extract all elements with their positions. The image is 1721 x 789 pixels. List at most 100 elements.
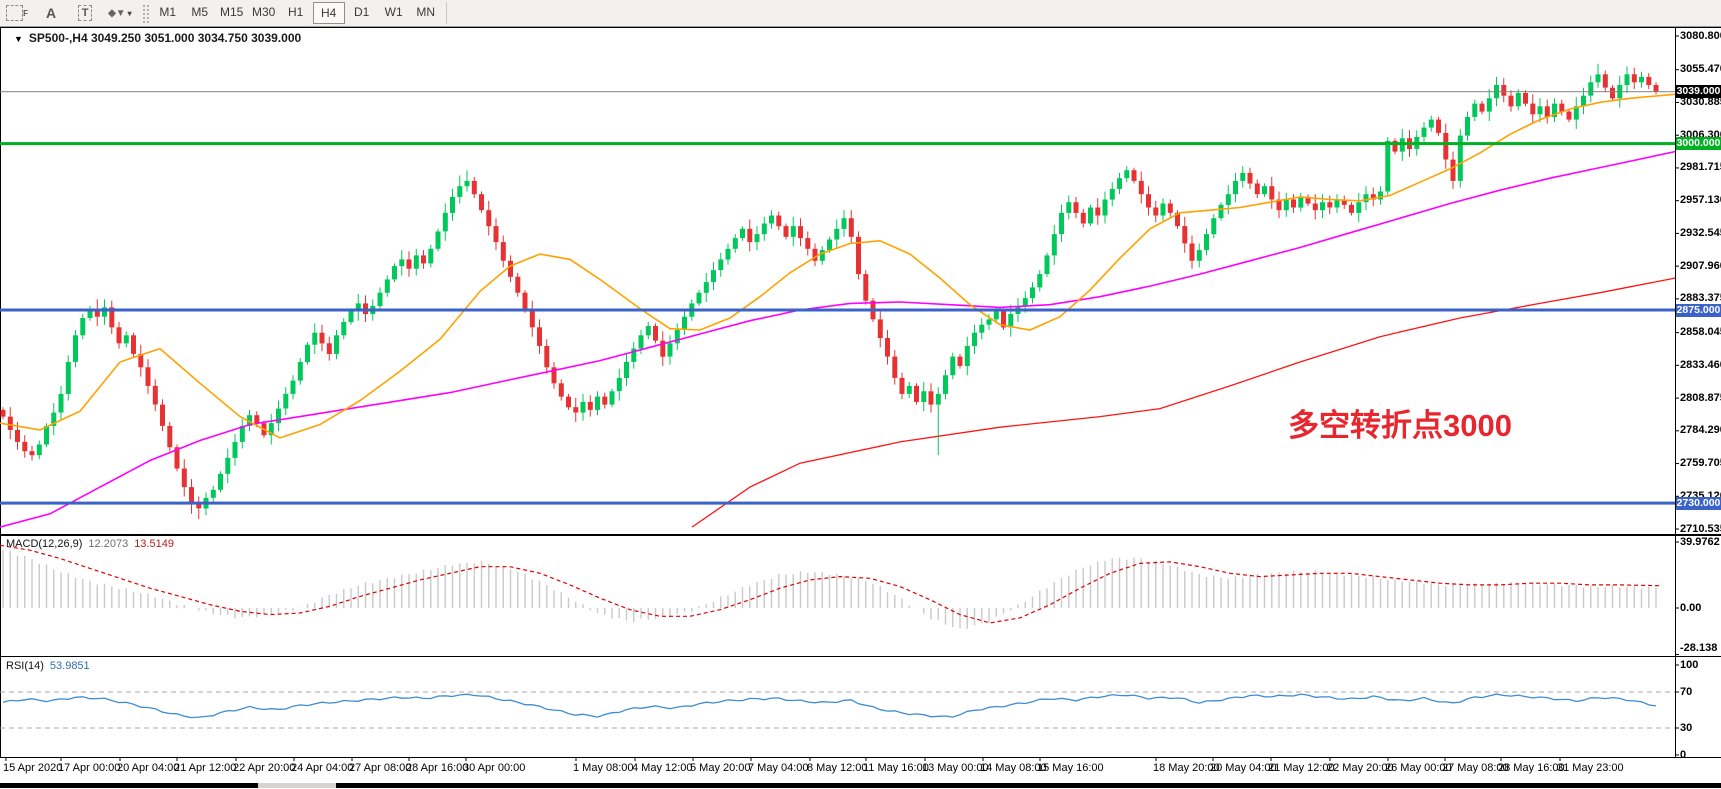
candle-body <box>15 429 20 442</box>
cursor-tools-icon[interactable]: ◆▼ ▾ <box>108 7 132 19</box>
candle-body <box>834 228 840 240</box>
candle-body <box>1131 170 1137 181</box>
price-tick-label: 2784.290 <box>1680 424 1721 437</box>
candle-body <box>1247 172 1253 184</box>
price-line-label-2875.000: 2875.000 <box>1676 303 1721 317</box>
candle-body <box>1653 85 1659 92</box>
timeframe-button-h1[interactable]: H1 <box>288 5 304 19</box>
candle-body <box>1537 106 1543 115</box>
macd-signal-value: 13.5149 <box>134 538 174 550</box>
candle-body <box>1022 298 1028 307</box>
time-label: 30 Apr 00:00 <box>463 762 526 774</box>
chart-shift-icon[interactable]: F <box>1 2 33 24</box>
timeframe-button-m15[interactable]: M15 <box>220 5 244 19</box>
candle-body <box>558 383 564 397</box>
candle-body <box>167 425 173 448</box>
toolbar-separator <box>445 2 447 24</box>
candle-body <box>827 239 832 251</box>
timeframe-button-m30[interactable]: M30 <box>252 5 276 19</box>
candle-body <box>740 228 745 239</box>
candle-body <box>885 338 890 357</box>
candle-body <box>667 343 673 357</box>
candle-body <box>790 226 796 237</box>
candle-body <box>711 270 716 283</box>
price-line-2875.000[interactable] <box>0 308 1675 312</box>
candle-body <box>1595 74 1601 83</box>
candle-body <box>674 330 680 344</box>
time-label: 27 Apr 08:00 <box>349 762 412 774</box>
candle-body <box>1073 202 1079 213</box>
candle-body <box>377 292 383 306</box>
price-line-3000.000[interactable] <box>0 142 1675 146</box>
time-label: 17 Apr 00:00 <box>58 762 121 774</box>
price-tick-label: 2858.045 <box>1680 326 1721 339</box>
text-label-icon[interactable]: A <box>46 5 57 21</box>
candle-body <box>500 242 506 261</box>
rsi-line <box>2 693 1657 719</box>
candle-body <box>450 196 455 213</box>
candle-body <box>848 218 854 237</box>
chevron-down-icon: ▾ <box>127 8 132 18</box>
timeframe-button-m1[interactable]: M1 <box>159 5 176 19</box>
candle-body <box>326 343 332 354</box>
candle-body <box>123 335 129 344</box>
candle-body <box>247 415 252 426</box>
candle-body <box>696 292 702 304</box>
time-label: 27 May 08:00 <box>1442 762 1509 774</box>
candle-body <box>1298 196 1304 208</box>
scrollbar-gap[interactable] <box>258 783 336 788</box>
candle-body <box>283 393 289 409</box>
candle-body <box>1327 202 1333 208</box>
candle-body <box>645 326 651 336</box>
candle-body <box>1523 93 1528 104</box>
candle-body <box>1240 172 1246 181</box>
candle-body <box>1428 119 1434 128</box>
candle-body <box>36 444 42 456</box>
candle-body <box>312 332 318 345</box>
candle-body <box>102 307 107 317</box>
candle-body <box>1124 170 1130 179</box>
time-label: 4 May 12:00 <box>632 762 693 774</box>
candle-body <box>602 396 608 405</box>
candle-body <box>51 412 57 426</box>
candle-body <box>1305 196 1311 204</box>
candle-body <box>457 186 463 197</box>
candle-body <box>935 393 941 405</box>
bottom-scrollbar[interactable] <box>0 783 1721 788</box>
candle-body <box>1378 191 1383 200</box>
timeframe-button-h4[interactable]: H4 <box>312 2 345 24</box>
candle-body <box>1515 93 1521 107</box>
candle-body <box>239 425 245 442</box>
time-label: 13 May 00:00 <box>922 762 989 774</box>
price-line-2730.000[interactable] <box>0 501 1675 505</box>
timeframe-button-m5[interactable]: M5 <box>191 5 208 19</box>
chart-title: ▼ SP500-,H4 3049.250 3051.000 3034.750 30… <box>14 31 301 45</box>
candle-body <box>471 180 477 195</box>
rsi-tick-label: 100 <box>1680 658 1699 671</box>
candle-body <box>1530 103 1536 115</box>
candle-body <box>1602 74 1608 88</box>
rsi-indicator-label: RSI(14) 53.9851 <box>6 660 90 672</box>
time-label: 11 May 16:00 <box>863 762 929 774</box>
candle-body <box>819 250 825 261</box>
text-box-icon[interactable]: T <box>69 2 101 24</box>
candle-body <box>993 311 999 320</box>
timeframe-button-d1[interactable]: D1 <box>354 5 370 19</box>
candle-body <box>1544 106 1550 117</box>
price-line-3039.000[interactable] <box>0 91 1675 93</box>
candle-body <box>1486 98 1492 112</box>
timeframe-button-mn[interactable]: MN <box>416 5 435 19</box>
candle-body <box>305 344 310 362</box>
time-label: 28 May 16:00 <box>1498 762 1565 774</box>
candle-body <box>754 234 760 243</box>
toolbar-grip[interactable] <box>140 3 149 23</box>
collapse-icon[interactable]: ▼ <box>14 34 23 44</box>
candle-body <box>435 231 441 249</box>
candle-body <box>65 362 71 394</box>
candle-body <box>87 308 93 318</box>
candle-body <box>1117 178 1122 189</box>
timeframe-button-w1[interactable]: W1 <box>384 5 403 19</box>
macd-tick-label: -28.138 <box>1680 641 1718 654</box>
